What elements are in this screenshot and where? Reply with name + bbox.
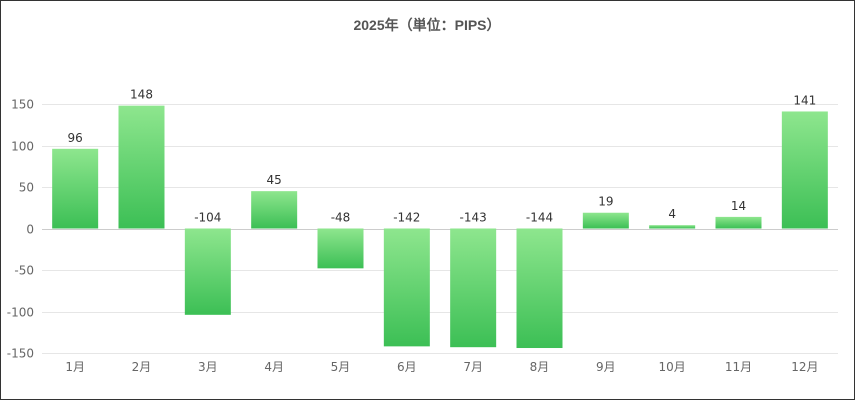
y-tick-label: -150: [7, 347, 34, 361]
data-label: 96: [68, 131, 83, 145]
x-tick-label: 6月: [397, 360, 417, 374]
bar: [649, 225, 696, 229]
y-tick-label: 150: [11, 98, 34, 112]
chart-title: 2025年（単位：PIPS）: [353, 17, 500, 33]
x-tick-label: 11月: [725, 360, 752, 374]
x-tick-label: 5月: [331, 360, 351, 374]
data-label: -104: [194, 211, 221, 225]
y-tick-label: 100: [11, 140, 34, 154]
y-tick-label: 0: [26, 223, 34, 237]
bar: [52, 148, 99, 229]
data-label: 148: [130, 88, 153, 102]
y-tick-label: -100: [7, 306, 34, 320]
x-tick-label: 2月: [132, 360, 152, 374]
y-tick-label: 50: [19, 181, 34, 195]
bar: [251, 191, 298, 229]
data-label: 45: [267, 173, 282, 187]
bar: [516, 228, 563, 349]
data-label: 141: [793, 93, 816, 107]
bar: [781, 111, 828, 229]
bar: [582, 212, 629, 229]
x-tick-label: 3月: [198, 360, 218, 374]
data-label: 4: [668, 207, 676, 221]
data-label: -143: [460, 211, 487, 225]
data-label: -144: [526, 211, 553, 225]
x-tick-label: 9月: [596, 360, 616, 374]
x-tick-label: 1月: [65, 360, 85, 374]
x-tick-label: 12月: [791, 360, 818, 374]
data-label: -48: [331, 211, 351, 225]
data-label: -142: [393, 211, 420, 225]
x-tick-label: 10月: [659, 360, 686, 374]
data-label: 19: [598, 195, 613, 209]
bar: [715, 216, 762, 229]
x-tick-label: 8月: [530, 360, 550, 374]
y-tick-label: -50: [14, 264, 34, 278]
bar: [450, 228, 497, 348]
x-tick-label: 4月: [264, 360, 284, 374]
bar: [184, 228, 231, 315]
x-tick-label: 7月: [463, 360, 483, 374]
data-label: 14: [731, 199, 746, 213]
bar: [383, 228, 430, 347]
bar: [317, 228, 364, 269]
bar: [118, 105, 165, 229]
